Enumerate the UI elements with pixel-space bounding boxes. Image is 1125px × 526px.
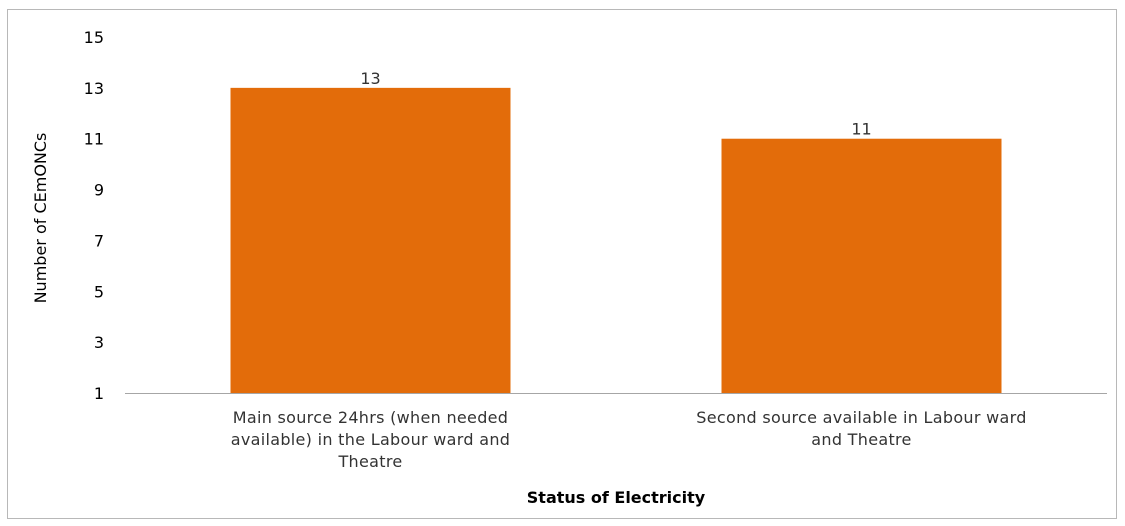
bar xyxy=(230,87,511,393)
y-tick-label: 15 xyxy=(84,28,104,47)
x-category-line: Theatre xyxy=(337,452,402,471)
data-labels: 13 11 xyxy=(360,69,871,139)
y-axis-title: Number of CEmONCs xyxy=(31,133,50,304)
data-label: 13 xyxy=(360,69,380,88)
y-tick-label: 3 xyxy=(94,333,104,352)
x-category-label: Second source available in Labour ward an… xyxy=(696,408,1026,449)
x-category-line: available) in the Labour ward and xyxy=(231,430,510,449)
bars xyxy=(230,87,1002,393)
y-tick-label: 9 xyxy=(94,181,104,200)
x-category-label: Main source 24hrs (when needed available)… xyxy=(231,408,510,471)
bar xyxy=(721,138,1002,393)
y-tick-label: 11 xyxy=(84,130,104,149)
x-category-line: Second source available in Labour ward xyxy=(696,408,1026,427)
x-category-line: Main source 24hrs (when needed xyxy=(233,408,509,427)
y-tick-label: 1 xyxy=(94,384,104,403)
y-tick-label: 5 xyxy=(94,282,104,301)
data-label: 11 xyxy=(851,120,871,139)
y-tick-label: 13 xyxy=(84,79,104,98)
x-axis-title: Status of Electricity xyxy=(527,488,706,507)
x-axis-categories: Main source 24hrs (when needed available)… xyxy=(231,408,1027,471)
x-category-line: and Theatre xyxy=(811,430,911,449)
y-tick-label: 7 xyxy=(94,231,104,250)
